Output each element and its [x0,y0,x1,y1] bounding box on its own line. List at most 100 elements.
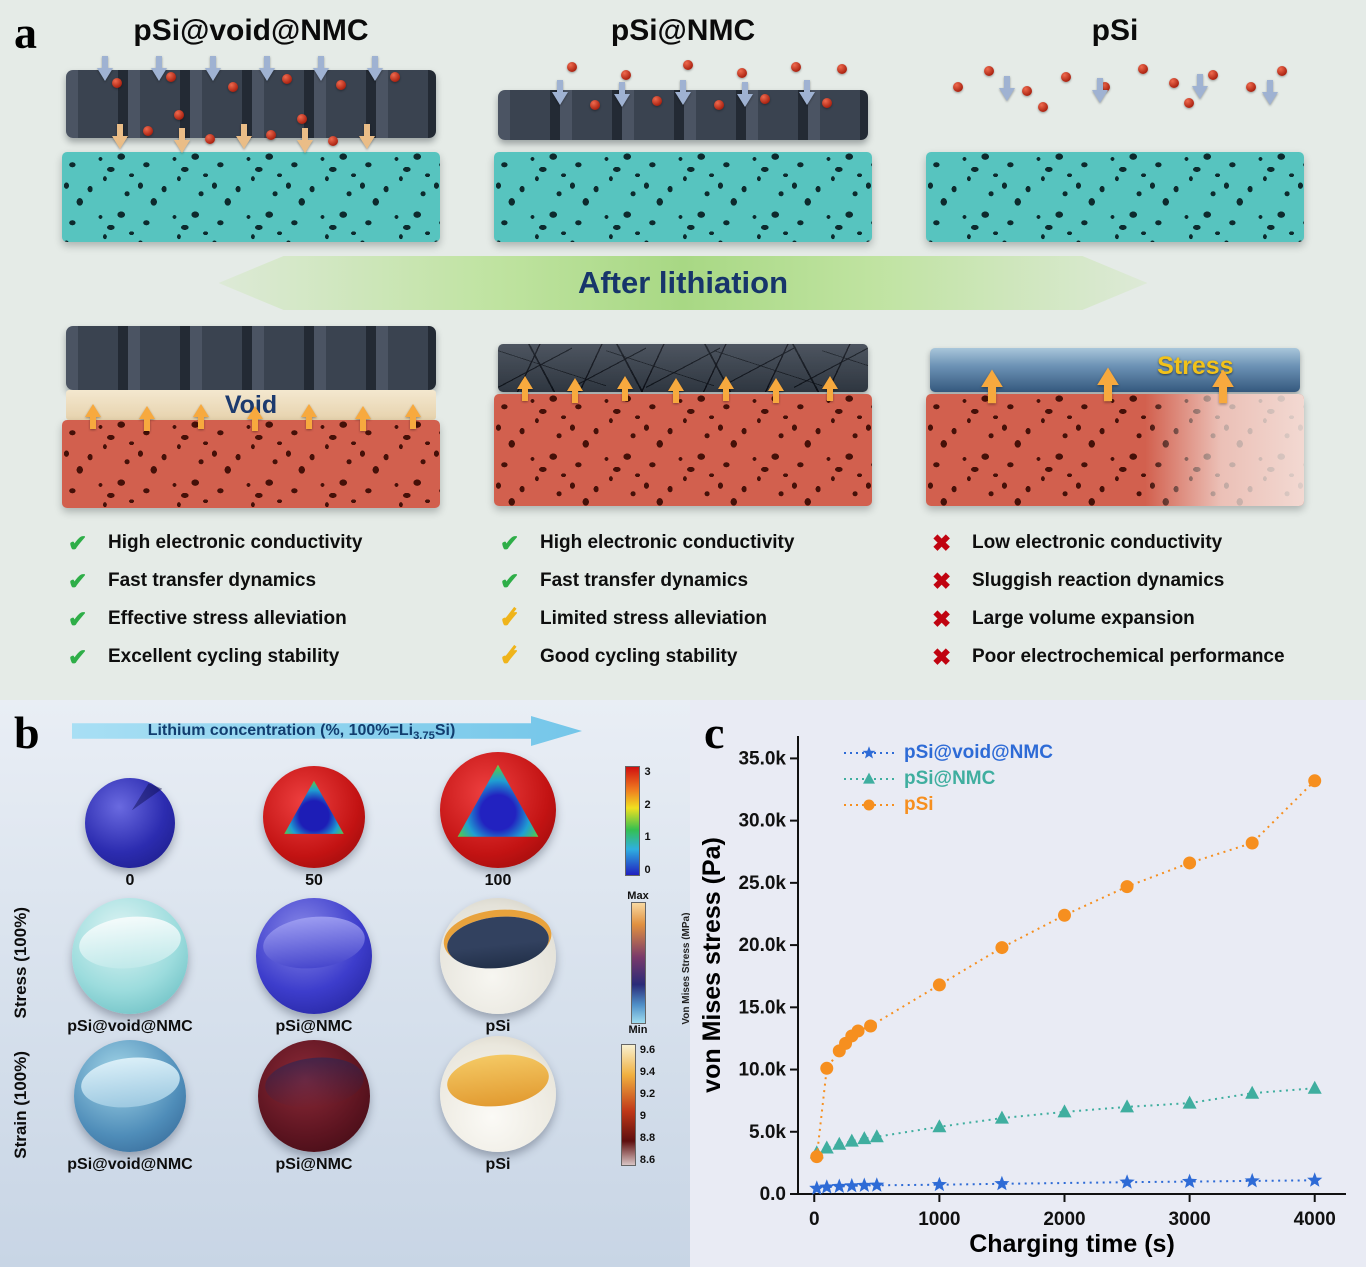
lithium-ion-dot [1277,66,1288,76]
checklist-text: Limited stress alleviation [540,608,768,629]
lithium-ion-dot [652,96,663,106]
checklist-text: Poor electrochemical performance [972,646,1285,667]
lithiated-silicon-block [925,394,1305,506]
chart-canvas: 0.0 5.0k 10.0k 15.0k 20.0k 25.0k 30.0k 35.0k 0 10… [698,736,1346,1258]
svg-text:20.0k: 20.0k [738,935,786,956]
checklist-text: Large volume expansion [972,608,1195,629]
svg-text:35.0k: 35.0k [738,748,786,769]
cross-icon: ✖ [932,643,952,670]
illustration-psi-before [922,52,1308,248]
legend-item: pSi@NMC [842,768,1053,790]
stress-colorbar: Max Min Von Mises Stress (MPa) [592,890,692,1036]
down-arrow-icon [150,56,167,82]
up-arrow-icon [980,369,1003,404]
lithium-ion-dot [952,82,963,92]
porous-silicon-block [61,152,441,242]
legend-label: pSi@void@NMC [904,742,1053,763]
illustration-psi-nmc-before [490,52,876,248]
lithium-ion-dot [1184,98,1195,108]
up-arrow-icon [517,376,534,402]
stress-sphere-psi-nmc [256,898,372,1014]
panel-a-label: a [14,7,37,58]
svg-text:Charging time (s): Charging time (s) [969,1230,1175,1258]
lithium-ion-dot [760,94,771,104]
porous-silicon-block [493,152,873,242]
checklists: ✔ High electronic conductivity ✔ Fast trans… [0,524,1366,676]
sphere-grid: 0 50 100 3 2 1 0 Stress (100%) pSi@void@NMC… [6,752,692,1174]
down-arrow-icon [96,56,113,82]
down-arrow-icon [1261,80,1278,106]
panel-c-label: c [704,707,725,758]
down-arrow-icon [112,124,129,150]
lithium-ion-dot [204,134,215,144]
up-arrow-icon [617,376,634,402]
checklist-text: Effective stress alleviation [108,608,347,629]
colorbar-max-label: Max [627,890,649,902]
up-arrow-icon [717,376,734,402]
column-title-psi-void-nmc: pSi@void@NMC [133,14,369,47]
svg-text:5.0k: 5.0k [749,1122,786,1143]
colorbar-strip [630,902,646,1024]
down-arrow-icon [551,80,568,106]
sphere-concentration-0 [85,778,175,868]
down-arrow-icon [204,56,221,82]
lithium-ion-dot [683,60,693,70]
lithium-ion-dot [1246,82,1257,92]
colorbar-tick: 9 [639,1110,646,1122]
sphere-label: pSi@void@NMC [67,1156,193,1173]
lithium-ion-dot [328,136,339,146]
checklist-text: Excellent cycling stability [108,646,340,667]
lithium-ion-dot [173,110,184,120]
lithium-ion-dot [142,126,153,136]
check-icon: ✔ [68,567,88,594]
lithium-ion-dot [166,72,177,82]
after-lithiation-row: Void Stress [0,318,1366,514]
lithium-ion-dot [1022,86,1033,96]
up-arrow-icon [247,406,264,432]
svg-text:0: 0 [809,1209,820,1230]
up-arrow-icon [1212,369,1235,404]
sphere-label: pSi [485,1018,511,1035]
sphere-concentration-100 [440,752,556,868]
cross-icon: ✖ [932,567,952,594]
lithium-ion-dot [112,78,123,88]
column-title-psi-nmc: pSi@NMC [610,14,756,47]
lithiated-core [284,780,344,834]
checklist-item: ✔ High electronic conductivity [500,524,876,562]
svg-text:10.0k: 10.0k [738,1060,786,1081]
illustration-psi-nmc-after [490,318,876,514]
legend-label: pSi [904,794,934,815]
up-arrow-icon [193,404,210,430]
checklist-text: Fast transfer dynamics [108,570,317,591]
up-arrow-icon [355,406,372,432]
checklist-text: Fast transfer dynamics [540,570,749,591]
strain-sphere-psi-nmc [258,1040,370,1152]
up-arrow-icon [767,378,784,404]
colorbar-strip [625,766,641,876]
cross-icon: ✖ [932,529,952,556]
lithium-ion-dot [1099,82,1110,92]
lithium-ion-dot [1037,102,1048,112]
after-lithiation-banner-row: After lithiation [0,252,1366,314]
panel-c: c 0.0 5.0k 10.0k 15.0k 20.0k 25.0k 30.0k 35.0k 0… [690,700,1366,1267]
checklist-1: ✔ High electronic conductivity ✔ Fast trans… [58,524,444,676]
legend-item: pSi@void@NMC [842,742,1053,764]
down-arrow-icon [613,82,630,108]
up-arrow-icon [821,376,838,402]
lithium-ion-dot [266,130,277,140]
sphere-label: pSi@NMC [275,1018,353,1035]
colorbar-tick: 1 [644,831,651,844]
star-marker-icon [844,746,894,759]
svg-text:1000: 1000 [918,1209,960,1230]
stress-sphere-psi [440,898,556,1014]
nmc-shell-layer [65,326,437,390]
lithium-ion-dot [821,98,832,108]
down-arrow-icon [737,82,754,108]
checklist-text: High electronic conductivity [108,532,363,553]
lithium-ion-dot [389,72,400,82]
lithium-ion-dot [737,68,748,78]
von-mises-stress-chart: 0.0 5.0k 10.0k 15.0k 20.0k 25.0k 30.0k 35.0k 0 10… [694,722,1362,1262]
lithium-ion-dot [1060,72,1071,82]
checklist-item: ✔ Fast transfer dynamics [68,562,444,600]
up-arrow-icon [567,378,584,404]
